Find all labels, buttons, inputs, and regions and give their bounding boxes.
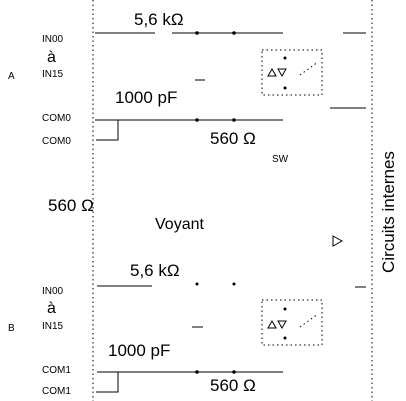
input-label: à xyxy=(47,300,56,317)
input-label: IN15 xyxy=(42,69,64,80)
block-label: A xyxy=(8,71,15,82)
input-label: IN15 xyxy=(42,321,64,332)
input-label: IN00 xyxy=(42,286,64,297)
block-b-wiring xyxy=(96,282,366,393)
switch-label: SW xyxy=(272,154,289,165)
led-symbol xyxy=(332,235,344,247)
input-label: IN00 xyxy=(42,34,64,45)
common-label: COM0 xyxy=(42,136,71,147)
capacitor-label: 1000 pF xyxy=(108,341,170,360)
capacitor-label: 1000 pF xyxy=(115,88,177,107)
internal-label: Circuits internes xyxy=(379,151,398,273)
resistor-label: 560 Ω xyxy=(48,196,94,215)
resistor-label: 5,6 kΩ xyxy=(130,261,180,280)
resistor-label: 560 Ω xyxy=(210,376,256,395)
common-label: COM0 xyxy=(42,113,71,124)
common-label: COM1 xyxy=(42,386,71,397)
resistor-label: 5,6 kΩ xyxy=(134,10,184,29)
resistor-label: 560 Ω xyxy=(210,129,256,148)
block-a-wiring xyxy=(95,31,366,141)
input-label: à xyxy=(47,49,56,66)
block-label: B xyxy=(8,323,15,334)
common-label: COM1 xyxy=(42,365,71,376)
led-label: Voyant xyxy=(155,216,204,233)
